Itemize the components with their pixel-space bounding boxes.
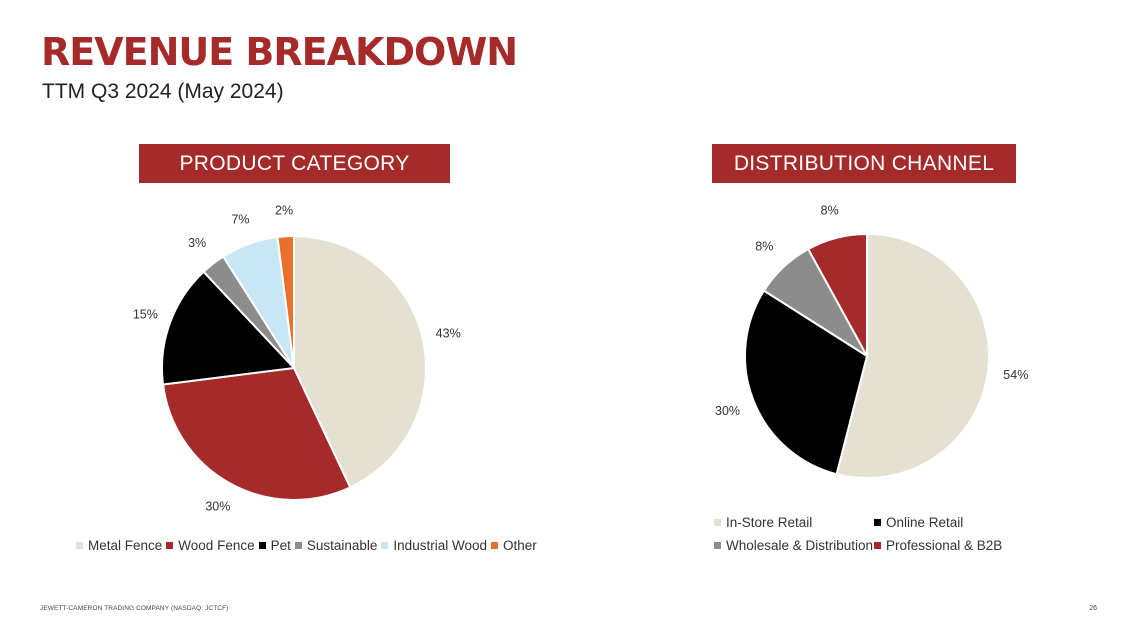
footer-company: JEWETT-CAMERON TRADING COMPANY (NASDAQ: …: [40, 605, 229, 612]
data-label-wood-fence: 30%: [205, 499, 230, 513]
legend-label: Metal Fence: [88, 538, 163, 553]
legend-item-industrial-wood: Industrial Wood: [381, 538, 487, 553]
legend-item-pet: Pet: [258, 538, 291, 553]
legend-item-sustainable: Sustainable: [294, 538, 378, 553]
pie-slice-other: [276, 234, 295, 369]
legend-label: Sustainable: [306, 538, 378, 553]
distribution-channel-pie: 54% 30% 8% 8%: [715, 204, 1028, 479]
legend-label: Pet: [270, 538, 291, 553]
pie-slice-in-store-retail: [835, 232, 990, 479]
data-label-other: 2%: [275, 203, 293, 217]
data-label-metal-fence: 43%: [436, 327, 461, 341]
legend-label: Other: [502, 538, 537, 553]
legend-label: Wholesale & Distribution: [726, 538, 874, 553]
legend-item-in-store-retail: In-Store Retail: [714, 515, 874, 530]
legend-item-metal-fence: Metal Fence: [76, 538, 162, 553]
product-category-title: PRODUCT CATEGORY: [179, 151, 410, 175]
legend-item-online-retail: Online Retail: [874, 515, 1034, 530]
product-category-legend: Metal Fence Wood Fence Pet Sustainable Indus…: [76, 538, 537, 553]
data-label-pet: 15%: [133, 307, 158, 321]
legend-swatch: [258, 542, 266, 549]
page-number: 26: [1089, 605, 1097, 612]
legend-item-wood-fence: Wood Fence: [166, 538, 255, 553]
product-category-header: PRODUCT CATEGORY: [139, 144, 450, 183]
legend-item-wholesale-and-distribution: Wholesale & Distribution: [714, 538, 874, 553]
data-label-online-retail: 30%: [715, 404, 740, 418]
legend-label: Wood Fence: [178, 538, 255, 553]
legend-item-professional-and-b2b: Professional & B2B: [874, 538, 1034, 553]
data-label-wholesale-and-distribution: 8%: [755, 240, 773, 254]
legend-label: Online Retail: [886, 515, 964, 530]
distribution-channel-header: DISTRIBUTION CHANNEL: [712, 144, 1016, 183]
page-title: REVENUE BREAKDOWN: [41, 30, 518, 74]
legend-label: Industrial Wood: [393, 538, 487, 553]
legend-swatch: [874, 542, 881, 549]
legend-swatch: [714, 519, 721, 526]
legend-label: In-Store Retail: [726, 515, 813, 530]
pie-slice-metal-fence: [293, 234, 427, 489]
distribution-channel-title: DISTRIBUTION CHANNEL: [733, 151, 995, 175]
legend-swatch: [166, 542, 174, 549]
data-label-in-store-retail: 54%: [1003, 368, 1028, 382]
legend-swatch: [381, 542, 389, 549]
page-subtitle: TTM Q3 2024 (May 2024): [42, 80, 284, 103]
legend-item-other: Other: [490, 538, 537, 553]
pie-slice-pet: [161, 270, 297, 386]
distribution-channel-legend: In-Store Retail Online Retail Wholesale & …: [714, 515, 1034, 553]
pie-slice-professional-and-b2b: [806, 232, 868, 357]
legend-swatch: [714, 542, 721, 549]
data-label-industrial-wood: 7%: [231, 212, 249, 226]
legend-swatch: [294, 542, 302, 549]
data-label-professional-and-b2b: 8%: [821, 204, 839, 218]
pie-slice-wood-fence: [161, 366, 352, 501]
pie-slice-online-retail: [744, 289, 869, 476]
legend-swatch: [874, 519, 881, 526]
product-category-pie: 43% 30% 15% 3% 7% 2%: [133, 203, 461, 513]
legend-swatch: [76, 542, 83, 549]
data-label-sustainable: 3%: [188, 236, 206, 250]
legend-label: Professional & B2B: [886, 538, 1003, 553]
legend-swatch: [490, 542, 498, 549]
